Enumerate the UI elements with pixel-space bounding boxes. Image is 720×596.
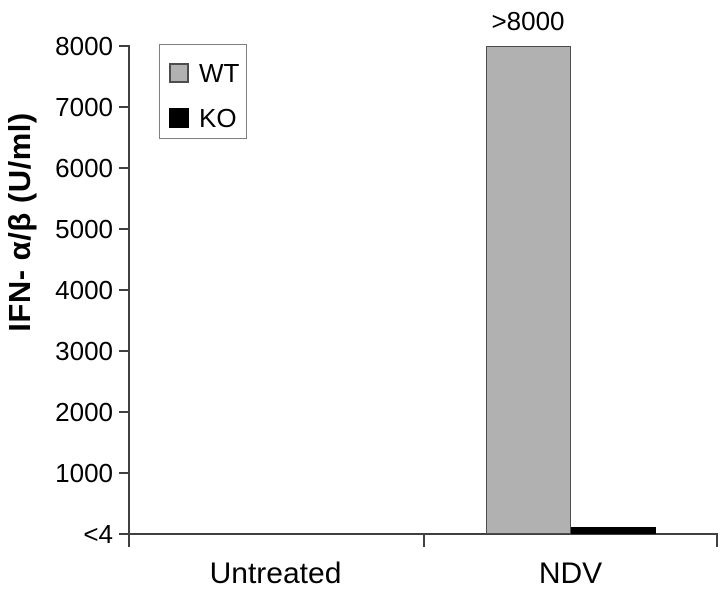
- y-tick-mark: [119, 228, 128, 230]
- y-tick-mark: [119, 167, 128, 169]
- x-tick-mark: [716, 534, 718, 547]
- y-tick-label: <4: [83, 519, 113, 549]
- bar-value-annotation: >8000: [491, 6, 565, 36]
- legend-entry-ko: KO: [169, 100, 246, 136]
- bar-wt-ndv: [485, 46, 571, 534]
- ko-swatch-icon: [169, 108, 189, 128]
- y-tick-label: 6000: [55, 153, 113, 183]
- y-tick-label: 7000: [55, 92, 113, 122]
- legend: WT KO: [159, 44, 247, 139]
- x-category-label: NDV: [538, 557, 603, 590]
- y-tick-mark: [119, 350, 128, 352]
- y-tick-mark: [119, 472, 128, 474]
- y-tick-label: 3000: [55, 336, 113, 366]
- y-axis-line: [128, 45, 130, 547]
- x-tick-mark: [128, 534, 130, 547]
- y-tick-mark: [119, 106, 128, 108]
- y-tick-mark: [119, 533, 128, 535]
- y-tick-label: 1000: [55, 458, 113, 488]
- legend-label-ko: KO: [199, 103, 237, 133]
- bar-ko-ndv: [570, 527, 656, 534]
- x-category-label: Untreated: [209, 557, 342, 590]
- y-tick-mark: [119, 289, 128, 291]
- y-tick-label: 2000: [55, 397, 113, 427]
- y-tick-label: 4000: [55, 275, 113, 305]
- y-tick-label: 8000: [55, 31, 113, 61]
- x-tick-mark: [423, 534, 425, 547]
- y-tick-mark: [119, 45, 128, 47]
- legend-label-wt: WT: [199, 58, 240, 88]
- wt-swatch-icon: [169, 63, 189, 83]
- y-tick-label: 5000: [55, 214, 113, 244]
- legend-entry-wt: WT: [169, 55, 246, 91]
- y-tick-mark: [119, 411, 128, 413]
